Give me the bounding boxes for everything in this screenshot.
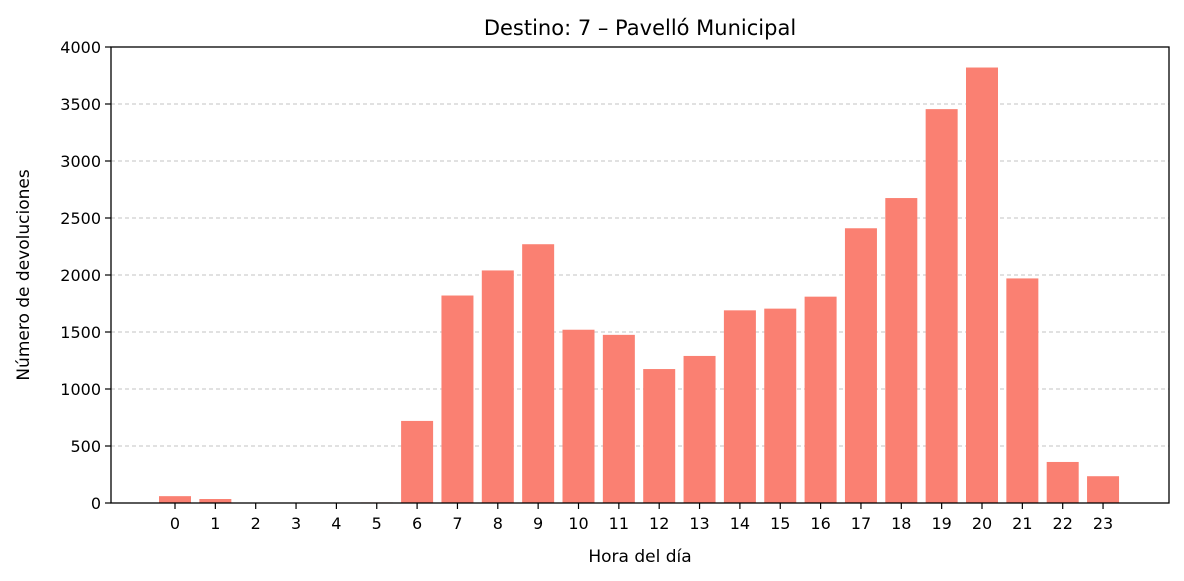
bar-hour-12 xyxy=(643,369,676,503)
x-tick-label: 0 xyxy=(170,514,180,533)
bar-hour-20 xyxy=(966,67,998,504)
bar-hour-10 xyxy=(562,329,595,503)
y-tick-label: 4000 xyxy=(60,38,101,57)
x-tick-label: 13 xyxy=(689,514,709,533)
bar-hour-16 xyxy=(804,296,837,503)
x-tick-label: 18 xyxy=(891,514,911,533)
x-tick-label: 5 xyxy=(372,514,382,533)
x-tick-label: 14 xyxy=(730,514,750,533)
x-tick-label: 7 xyxy=(452,514,462,533)
grid-lines xyxy=(111,103,1169,447)
x-tick-label: 17 xyxy=(851,514,871,533)
bar-hour-18 xyxy=(885,198,918,504)
bar-hour-22 xyxy=(1046,461,1079,503)
y-tick-label: 1500 xyxy=(60,323,101,342)
y-tick-label: 2500 xyxy=(60,209,101,228)
bar-hour-15 xyxy=(764,308,797,503)
x-tick-label: 9 xyxy=(533,514,543,533)
y-tick-label: 0 xyxy=(91,494,101,513)
y-tick-label: 500 xyxy=(70,437,101,456)
bar-hour-1 xyxy=(199,499,232,503)
x-tick-label: 15 xyxy=(770,514,790,533)
bar-hour-17 xyxy=(844,228,877,503)
x-tick-label: 19 xyxy=(931,514,951,533)
x-tick-label: 16 xyxy=(810,514,830,533)
x-tick-label: 23 xyxy=(1093,514,1113,533)
bar-hour-14 xyxy=(723,310,756,503)
y-tick-label: 2000 xyxy=(60,266,101,285)
x-tick-label: 1 xyxy=(210,514,220,533)
bar-hour-7 xyxy=(441,295,474,503)
x-axis-label: Hora del día xyxy=(588,547,691,567)
y-tick-label: 3500 xyxy=(60,95,101,114)
bar-hour-21 xyxy=(1006,278,1039,503)
x-tick-label: 21 xyxy=(1012,514,1032,533)
x-tick-label: 3 xyxy=(291,514,301,533)
chart-title: Destino: 7 – Pavelló Municipal xyxy=(484,16,796,40)
bar-hour-23 xyxy=(1087,476,1120,503)
x-tick-label: 2 xyxy=(251,514,261,533)
bars xyxy=(159,67,1120,504)
bar-hour-19 xyxy=(925,109,958,503)
y-tick-label: 1000 xyxy=(60,380,101,399)
x-axis: 0 1 2 3 4 5 6 7 8 9 10 11 12 13 14 15 16 17 18 19 20 21 22 23 xyxy=(170,503,1113,533)
bar-hour-11 xyxy=(602,334,635,503)
x-tick-label: 8 xyxy=(493,514,503,533)
bar-hour-9 xyxy=(522,244,555,503)
x-tick-label: 11 xyxy=(609,514,629,533)
x-tick-label: 4 xyxy=(331,514,341,533)
y-tick-label: 3000 xyxy=(60,152,101,171)
y-axis: 0 500 1000 1500 2000 2500 3000 3500 4000 xyxy=(60,38,111,513)
x-tick-label: 6 xyxy=(412,514,422,533)
x-tick-label: 12 xyxy=(649,514,669,533)
bar-hour-13 xyxy=(683,355,716,503)
x-tick-label: 22 xyxy=(1053,514,1073,533)
x-tick-label: 20 xyxy=(972,514,992,533)
bar-hour-8 xyxy=(481,270,514,503)
bar-hour-6 xyxy=(401,420,434,503)
x-tick-label: 10 xyxy=(568,514,588,533)
bar-hour-0 xyxy=(159,496,191,503)
y-axis-label: Número de devoluciones xyxy=(14,169,34,380)
